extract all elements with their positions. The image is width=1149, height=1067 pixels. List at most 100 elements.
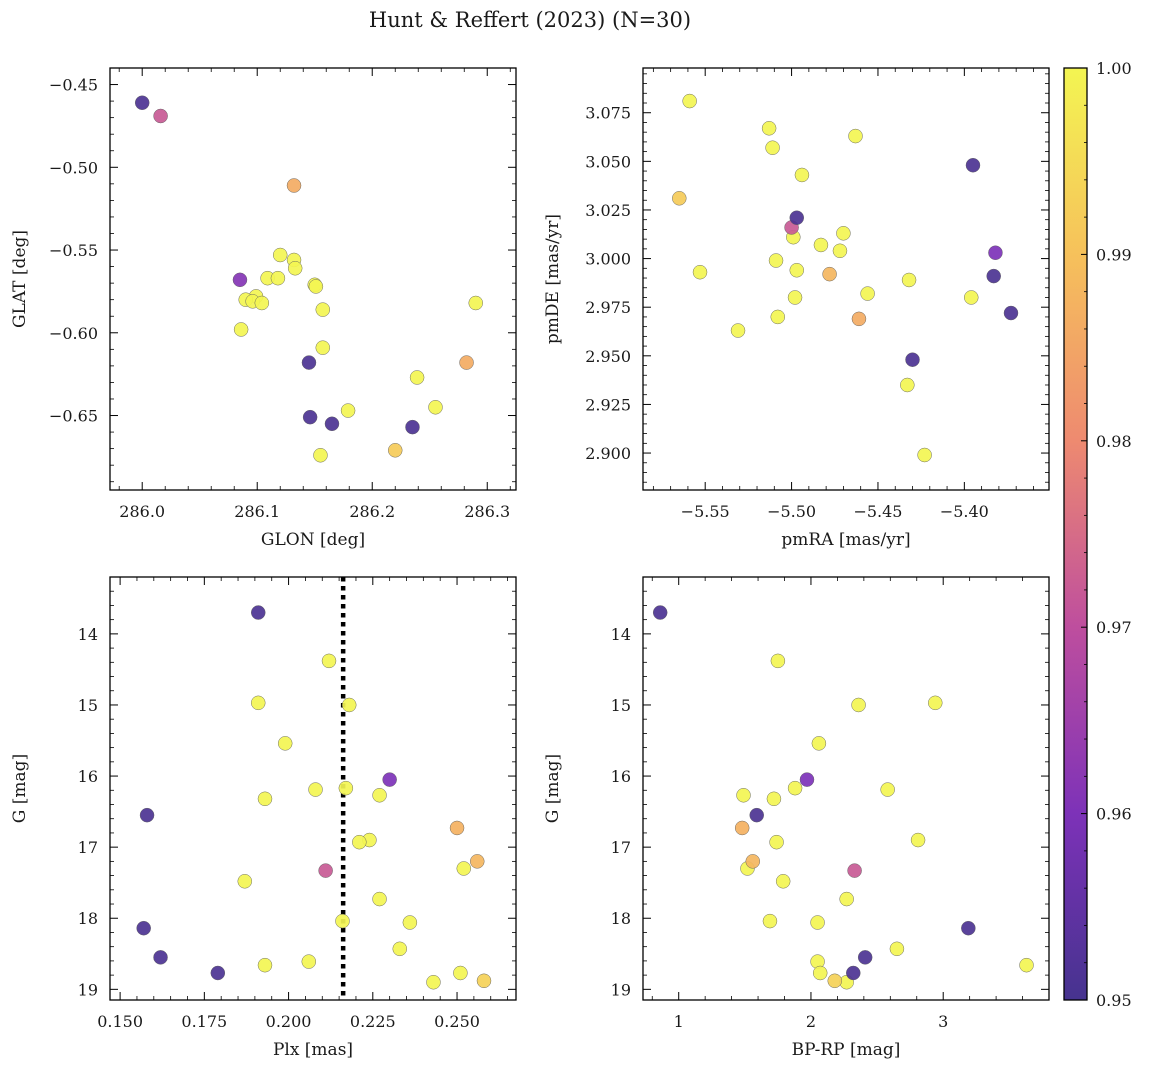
x-axis-label: pmRA [mas/yr] bbox=[781, 530, 910, 550]
x-tick-label: −5.40 bbox=[940, 502, 989, 521]
scatter-point bbox=[270, 270, 286, 286]
panel-plx-g: 0.150 0.175 0.200 0.225 0.250 14 15 16 17 18 19 Plx… bbox=[10, 576, 517, 1060]
scatter-point bbox=[272, 247, 288, 263]
scatter-point bbox=[426, 975, 441, 990]
y-tick-label: 2.925 bbox=[585, 395, 631, 414]
scatter-point bbox=[789, 263, 804, 278]
y-axis-label: G [mag] bbox=[10, 754, 30, 823]
scatter-point bbox=[810, 915, 825, 930]
scatter-point bbox=[315, 340, 331, 355]
y-axis-label: G [mag] bbox=[543, 754, 563, 823]
scatter-point bbox=[449, 820, 465, 836]
scatter-point bbox=[313, 448, 328, 463]
scatter-point bbox=[136, 920, 151, 936]
x-tick-label: −5.50 bbox=[767, 502, 816, 521]
scatter-point bbox=[251, 605, 266, 620]
x-tick-label: 0.250 bbox=[434, 1012, 480, 1031]
scatter-point bbox=[832, 243, 848, 259]
scatter-point bbox=[1003, 305, 1019, 321]
y-tick-label: 19 bbox=[78, 980, 98, 999]
scatter-point bbox=[905, 352, 920, 367]
x-tick-label: 286.0 bbox=[119, 502, 165, 521]
y-tick-label: 18 bbox=[611, 909, 631, 928]
panel-glon-glat: 286.0 286.1 286.2 286.3 −0.45 −0.50 −0.55 −0.60… bbox=[10, 67, 517, 550]
scatter-point bbox=[287, 261, 303, 276]
scatter-point bbox=[787, 290, 803, 305]
scatter-point bbox=[301, 355, 317, 370]
figure-title: Hunt & Reffert (2023) (N=30) bbox=[369, 8, 691, 32]
y-tick-label: 17 bbox=[78, 838, 98, 857]
x-tick-label: 286.2 bbox=[349, 502, 395, 521]
scatter-point bbox=[340, 403, 356, 418]
scatter-point bbox=[338, 780, 354, 796]
scatter-point bbox=[769, 834, 784, 850]
scatter-point bbox=[836, 226, 851, 241]
scatter-point bbox=[822, 266, 837, 282]
scatter-point bbox=[986, 268, 1001, 284]
scatter-point bbox=[787, 780, 803, 796]
scatter-point bbox=[301, 954, 317, 969]
y-tick-label: 18 bbox=[78, 909, 98, 928]
scatter-point bbox=[770, 309, 785, 325]
scatter-point bbox=[409, 370, 425, 385]
x-axis-label: BP-RP [mag] bbox=[792, 1040, 901, 1060]
y-tick-label: −0.45 bbox=[49, 76, 98, 95]
x-tick-label: −5.45 bbox=[853, 502, 902, 521]
scatter-point bbox=[846, 965, 861, 981]
y-tick-label: 3.025 bbox=[585, 201, 631, 220]
scatter-point bbox=[965, 158, 981, 173]
y-tick-label: 14 bbox=[78, 625, 98, 644]
scatter-point bbox=[352, 834, 367, 850]
y-tick-label: 15 bbox=[78, 696, 98, 715]
colorbar-tick-label: 0.97 bbox=[1096, 618, 1132, 637]
scatter-point bbox=[392, 941, 407, 957]
x-tick-label: 0.225 bbox=[350, 1012, 396, 1031]
x-axis-label: Plx [mas] bbox=[273, 1040, 353, 1060]
scatter-point bbox=[388, 443, 403, 458]
scatter-point bbox=[251, 695, 266, 711]
axes-frame bbox=[109, 576, 517, 1001]
scatter-point bbox=[851, 697, 866, 713]
x-tick-label: 286.1 bbox=[234, 502, 280, 521]
scatter-point bbox=[839, 891, 854, 907]
y-tick-label: −0.55 bbox=[49, 241, 98, 260]
scatter-point bbox=[153, 950, 168, 965]
colorbar-tick-label: 0.96 bbox=[1096, 805, 1132, 824]
x-axis-label: GLON [deg] bbox=[261, 530, 365, 550]
axes-frame bbox=[642, 67, 1050, 491]
scatter-point bbox=[405, 419, 420, 435]
scatter-point bbox=[153, 108, 168, 124]
scatter-point bbox=[453, 965, 468, 981]
x-tick-label: 3 bbox=[938, 1012, 948, 1031]
axes-frame bbox=[642, 576, 1050, 1001]
scatter-point bbox=[318, 863, 333, 878]
scatter-point bbox=[765, 140, 780, 155]
scatter-point bbox=[734, 820, 750, 836]
scatter-point bbox=[799, 772, 815, 787]
scatter-point bbox=[736, 788, 751, 803]
scatter-point bbox=[456, 861, 472, 876]
scatter-point bbox=[928, 695, 943, 711]
colorbar-tick-label: 0.95 bbox=[1096, 991, 1132, 1010]
scatter-point bbox=[848, 128, 863, 144]
scatter-point bbox=[1019, 957, 1034, 973]
y-tick-label: −0.60 bbox=[49, 324, 98, 343]
y-tick-label: 3.075 bbox=[585, 104, 631, 123]
colorbar: 0.95 0.96 0.97 0.98 0.99 1.00 bbox=[1063, 59, 1132, 1010]
scatter-point bbox=[961, 920, 976, 936]
y-tick-label: 19 bbox=[611, 980, 631, 999]
scatter-point bbox=[232, 272, 248, 288]
scatter-point bbox=[372, 788, 387, 803]
scatter-point bbox=[134, 95, 150, 110]
x-tick-label: 2 bbox=[806, 1012, 816, 1031]
colorbar-tick-label: 0.99 bbox=[1096, 245, 1132, 264]
y-tick-label: 2.950 bbox=[585, 347, 631, 366]
colorbar-tick-label: 1.00 bbox=[1096, 59, 1132, 78]
x-tick-label: 1 bbox=[674, 1012, 684, 1031]
scatter-point bbox=[988, 245, 1003, 260]
scatter-point bbox=[476, 973, 492, 989]
scatter-point bbox=[382, 772, 397, 787]
panel-bprp-g: 1 2 3 14 15 16 17 18 19 BP-RP [mag] G [mag] bbox=[543, 576, 1050, 1060]
scatter-point bbox=[286, 178, 302, 193]
